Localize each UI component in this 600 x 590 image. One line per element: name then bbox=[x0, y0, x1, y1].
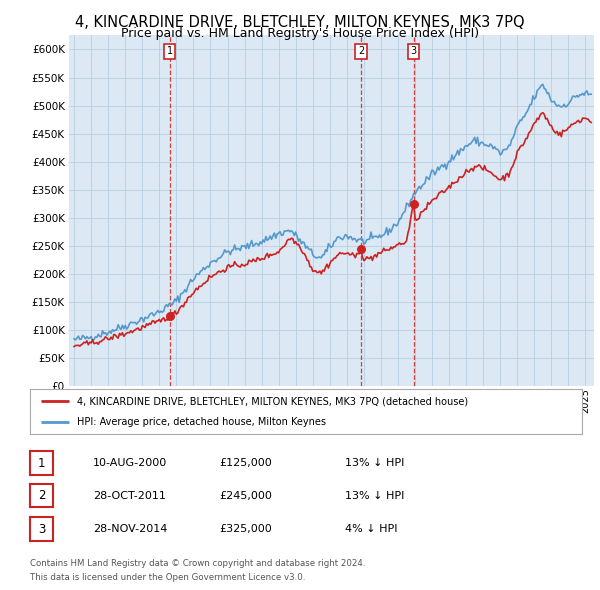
Text: 28-OCT-2011: 28-OCT-2011 bbox=[93, 491, 166, 500]
Text: 4, KINCARDINE DRIVE, BLETCHLEY, MILTON KEYNES, MK3 7PQ: 4, KINCARDINE DRIVE, BLETCHLEY, MILTON K… bbox=[75, 15, 525, 30]
Text: 10-AUG-2000: 10-AUG-2000 bbox=[93, 458, 167, 468]
Text: £125,000: £125,000 bbox=[219, 458, 272, 468]
Text: 4, KINCARDINE DRIVE, BLETCHLEY, MILTON KEYNES, MK3 7PQ (detached house): 4, KINCARDINE DRIVE, BLETCHLEY, MILTON K… bbox=[77, 396, 468, 407]
Text: Contains HM Land Registry data © Crown copyright and database right 2024.
This d: Contains HM Land Registry data © Crown c… bbox=[30, 559, 365, 582]
Text: 1: 1 bbox=[167, 46, 173, 56]
Text: HPI: Average price, detached house, Milton Keynes: HPI: Average price, detached house, Milt… bbox=[77, 417, 326, 427]
Text: £245,000: £245,000 bbox=[219, 491, 272, 500]
Text: 3: 3 bbox=[38, 523, 45, 536]
Text: 13% ↓ HPI: 13% ↓ HPI bbox=[345, 458, 404, 468]
Text: 4% ↓ HPI: 4% ↓ HPI bbox=[345, 525, 398, 534]
Text: 2: 2 bbox=[38, 489, 45, 502]
Text: 1: 1 bbox=[38, 457, 45, 470]
Text: Price paid vs. HM Land Registry's House Price Index (HPI): Price paid vs. HM Land Registry's House … bbox=[121, 27, 479, 40]
Text: 28-NOV-2014: 28-NOV-2014 bbox=[93, 525, 167, 534]
Text: 2: 2 bbox=[358, 46, 364, 56]
Text: £325,000: £325,000 bbox=[219, 525, 272, 534]
Text: 3: 3 bbox=[410, 46, 417, 56]
Text: 13% ↓ HPI: 13% ↓ HPI bbox=[345, 491, 404, 500]
